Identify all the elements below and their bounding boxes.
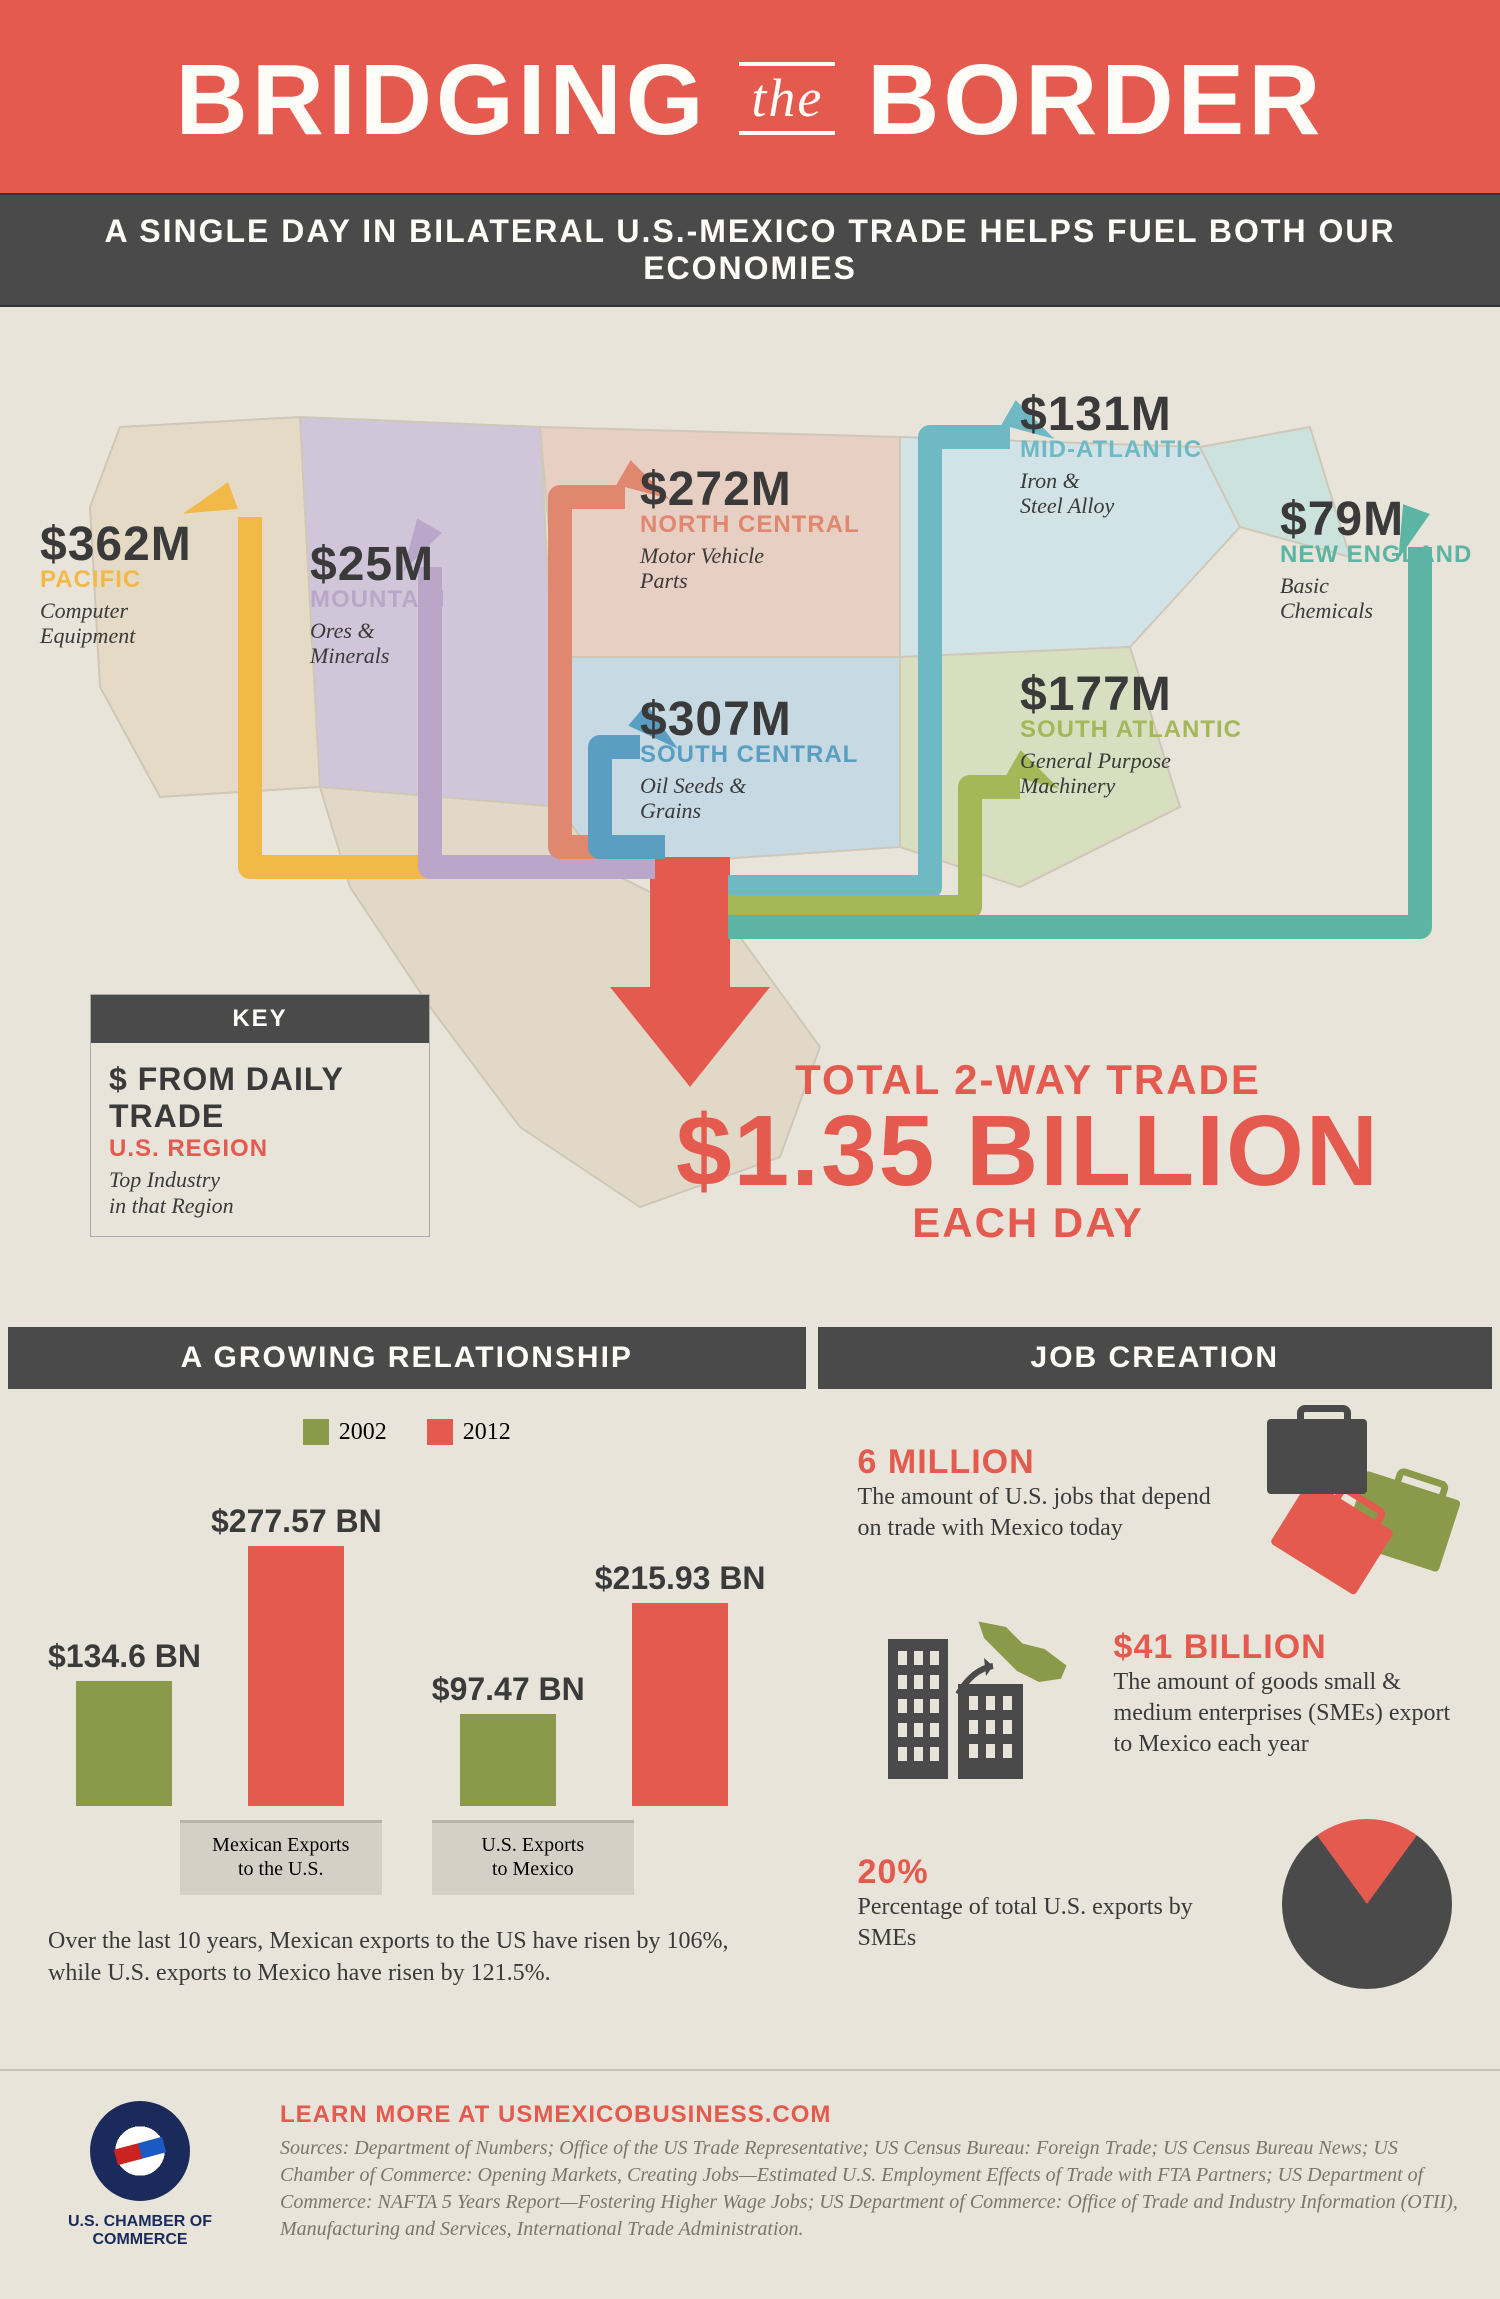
stat-value: 6 MILLION	[858, 1443, 1226, 1482]
region-amount: $79M	[1280, 497, 1472, 543]
bar-rect	[76, 1681, 172, 1806]
region-name: SOUTH CENTRAL	[640, 742, 858, 768]
jobs-header: JOB CREATION	[818, 1327, 1492, 1389]
learn-more-link[interactable]: LEARN MORE AT USMEXICOBUSINESS.COM	[280, 2101, 1460, 2129]
region-pacific: $362M PACIFIC ComputerEquipment	[40, 522, 192, 649]
stat-row: 6 MILLIONThe amount of U.S. jobs that de…	[858, 1419, 1452, 1569]
chamber-logo: U.S. CHAMBER OF COMMERCE	[40, 2101, 240, 2249]
stat-value: $41 BILLION	[1114, 1628, 1452, 1667]
bar-value: $134.6 BN	[48, 1638, 201, 1675]
bar-chart: $134.6 BN $277.57 BN $97.47 BN $215.93 BN	[48, 1476, 766, 1806]
stat-desc: The amount of goods small & medium enter…	[1114, 1667, 1452, 1761]
bar-chart-axis: Mexican Exportsto the U.S. U.S. Exportsto…	[48, 1820, 766, 1895]
region-name: SOUTH ATLANTIC	[1020, 717, 1242, 743]
buildings-icon	[858, 1609, 1088, 1779]
chart-legend: 2002 2012	[48, 1419, 766, 1446]
bar-value: $215.93 BN	[595, 1560, 766, 1597]
key-line-industry: Top Industryin that Region	[109, 1167, 411, 1218]
region-industry: Iron &Steel Alloy	[1020, 468, 1202, 519]
region-new-england: $79M NEW ENGLAND BasicChemicals	[1280, 497, 1472, 624]
region-amount: $362M	[40, 522, 192, 568]
region-name: MOUNTAIN	[310, 587, 446, 613]
bar: $134.6 BN	[48, 1638, 201, 1806]
region-amount: $177M	[1020, 672, 1242, 718]
title-the: the	[739, 62, 835, 135]
legend-swatch	[427, 1419, 453, 1445]
region-name: PACIFIC	[40, 567, 192, 593]
region-industry: Motor VehicleParts	[640, 543, 860, 594]
region-industry: Ores &Minerals	[310, 618, 446, 669]
bar-value: $277.57 BN	[211, 1503, 382, 1540]
footer: U.S. CHAMBER OF COMMERCE LEARN MORE AT U…	[0, 2069, 1500, 2299]
legend-swatch	[303, 1419, 329, 1445]
bar-rect	[632, 1603, 728, 1806]
briefcases-icon	[1252, 1419, 1452, 1569]
region-south-atlantic: $177M SOUTH ATLANTIC General PurposeMach…	[1020, 672, 1242, 799]
growing-caption: Over the last 10 years, Mexican exports …	[48, 1925, 766, 1990]
stat-value: 20%	[858, 1853, 1256, 1892]
growing-header: A GROWING RELATIONSHIP	[8, 1327, 806, 1389]
key-line-amount: $ FROM DAILY TRADE	[109, 1061, 411, 1135]
header-banner: BRIDGING the BORDER	[0, 0, 1500, 193]
sources-text: Sources: Department of Numbers; Office o…	[280, 2135, 1460, 2243]
region-amount: $131M	[1020, 392, 1202, 438]
key-box: KEY $ FROM DAILY TRADE U.S. REGION Top I…	[90, 994, 430, 1237]
bar: $215.93 BN	[595, 1560, 766, 1806]
chamber-seal-icon	[90, 2101, 190, 2201]
legend-item: 2012	[427, 1419, 511, 1446]
bar-value: $97.47 BN	[432, 1671, 585, 1708]
legend-label: 2012	[463, 1419, 511, 1446]
region-name: NEW ENGLAND	[1280, 542, 1472, 568]
region-industry: General PurposeMachinery	[1020, 748, 1242, 799]
bar: $277.57 BN	[211, 1503, 382, 1806]
region-name: MID-ATLANTIC	[1020, 437, 1202, 463]
map-section: $362M PACIFIC ComputerEquipment $25M MOUN…	[0, 307, 1500, 1327]
total-line-2: $1.35 BILLION	[676, 1104, 1380, 1199]
stat-desc: The amount of U.S. jobs that depend on t…	[858, 1482, 1226, 1544]
stat-row: $41 BILLIONThe amount of goods small & m…	[858, 1609, 1452, 1779]
title: BRIDGING the BORDER	[20, 50, 1480, 153]
region-amount: $307M	[640, 697, 858, 743]
region-north-central: $272M NORTH CENTRAL Motor VehicleParts	[640, 467, 860, 594]
region-mountain: $25M MOUNTAIN Ores &Minerals	[310, 542, 446, 669]
bar-group: $97.47 BN $215.93 BN	[432, 1560, 766, 1806]
bar: $97.47 BN	[432, 1671, 585, 1806]
region-amount: $25M	[310, 542, 446, 588]
title-word-2: BORDER	[867, 44, 1324, 156]
stat-row: 20%Percentage of total U.S. exports by S…	[858, 1819, 1452, 1989]
region-industry: Oil Seeds &Grains	[640, 773, 858, 824]
bar-group: $134.6 BN $277.57 BN	[48, 1503, 382, 1806]
bar-rect	[248, 1546, 344, 1806]
pie-chart-icon	[1282, 1819, 1452, 1989]
region-amount: $272M	[640, 467, 860, 513]
subheader: A SINGLE DAY IN BILATERAL U.S.-MEXICO TR…	[0, 193, 1500, 307]
region-south-central: $307M SOUTH CENTRAL Oil Seeds &Grains	[640, 697, 858, 824]
legend-label: 2002	[339, 1419, 387, 1446]
total-trade: TOTAL 2-WAY TRADE $1.35 BILLION EACH DAY	[676, 1056, 1380, 1247]
title-word-1: BRIDGING	[176, 44, 708, 156]
key-header: KEY	[91, 995, 429, 1043]
legend-item: 2002	[303, 1419, 387, 1446]
region-name: NORTH CENTRAL	[640, 512, 860, 538]
key-line-region: U.S. REGION	[109, 1135, 411, 1163]
region-industry: ComputerEquipment	[40, 598, 192, 649]
bar-axis-label: Mexican Exportsto the U.S.	[180, 1820, 382, 1895]
growing-relationship-col: A GROWING RELATIONSHIP 2002 2012 $134.6 B…	[8, 1327, 806, 2069]
job-creation-col: JOB CREATION 6 MILLIONThe amount of U.S.…	[818, 1327, 1492, 2069]
bar-axis-label: U.S. Exportsto Mexico	[432, 1820, 634, 1895]
bar-rect	[460, 1714, 556, 1806]
stat-desc: Percentage of total U.S. exports by SMEs	[858, 1892, 1256, 1954]
two-column-section: A GROWING RELATIONSHIP 2002 2012 $134.6 B…	[0, 1327, 1500, 2069]
region-industry: BasicChemicals	[1280, 573, 1472, 624]
region-mid-atlantic: $131M MID-ATLANTIC Iron &Steel Alloy	[1020, 392, 1202, 519]
chamber-logo-label: U.S. CHAMBER OF COMMERCE	[40, 2213, 240, 2249]
